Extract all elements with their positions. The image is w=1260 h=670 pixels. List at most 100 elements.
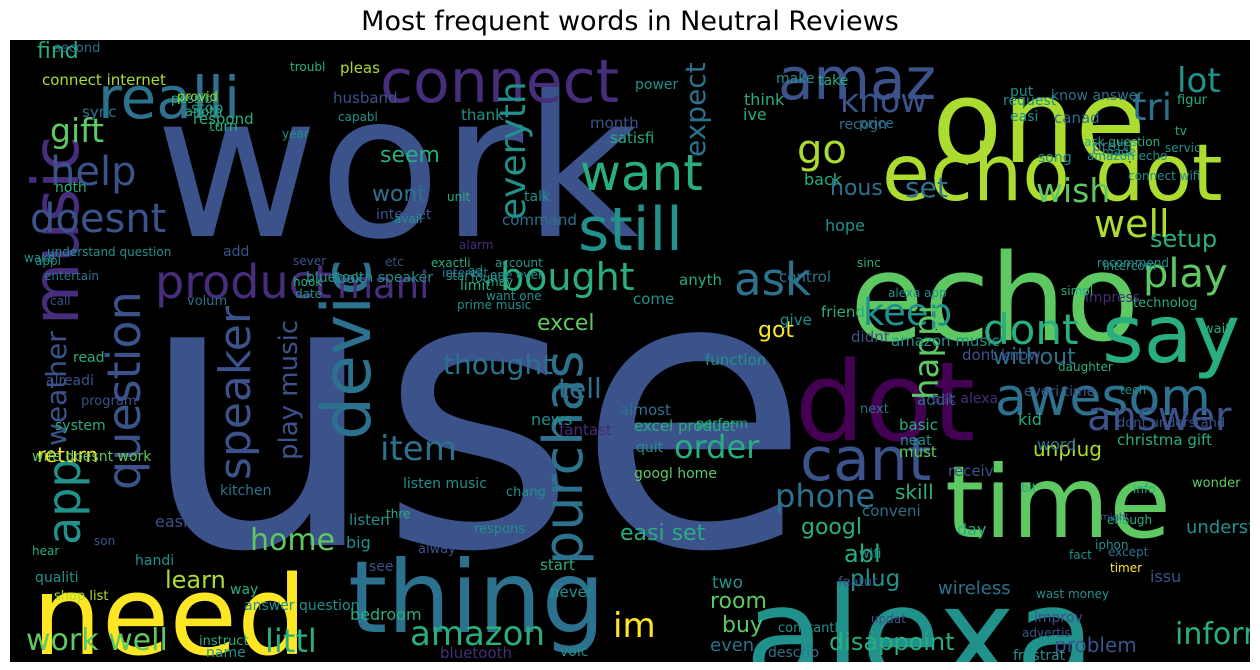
word-amazon-music: amazon music: [891, 332, 1000, 350]
word-wonder: wonder: [1192, 476, 1241, 491]
word-home: home: [250, 523, 335, 558]
word-day: day: [957, 520, 986, 539]
word-one-ever: one ever: [490, 268, 543, 282]
word-request: request: [1003, 93, 1057, 109]
word-wont: wont: [372, 182, 426, 207]
word-function: function: [705, 351, 766, 369]
word-abl: abl: [844, 540, 881, 568]
word-see: see: [369, 559, 394, 575]
word-month: month: [590, 114, 639, 132]
word-info: info: [1133, 482, 1156, 496]
word-next: next: [860, 402, 889, 417]
word-say: say: [1102, 288, 1240, 381]
word-quit: quit: [636, 440, 664, 456]
word-connect-wifi: connect wifi: [1128, 169, 1200, 183]
word-second: second: [54, 41, 100, 56]
word-excel: excel: [537, 311, 595, 336]
word-sinc: sinc: [857, 256, 881, 270]
word-timer: timer: [1110, 561, 1142, 575]
word-thing: thing: [348, 539, 605, 656]
word-kitchen: kitchen: [220, 483, 272, 499]
word-handi: handi: [135, 553, 174, 569]
word-frustrat: frustrat: [1013, 648, 1066, 662]
word-dont-know: dont know: [962, 346, 1041, 364]
word-start: start: [540, 556, 575, 574]
word-music: music: [20, 136, 94, 325]
word-ask-alexa: ask alexa: [932, 391, 998, 407]
word-possibl: possibl: [171, 92, 216, 107]
word-friend: friend: [821, 303, 865, 321]
word-power: power: [635, 77, 679, 93]
word-instruct: instruct: [199, 634, 249, 649]
word-perform: perform: [696, 417, 748, 432]
word-im: im: [613, 606, 656, 646]
word-system: system: [55, 418, 106, 434]
word-alreadi: alreadi: [46, 373, 94, 389]
word-speaker: speaker: [210, 305, 261, 480]
word-learn: learn: [165, 566, 226, 594]
word-ad: ad: [468, 264, 483, 278]
word-wait: wait: [1203, 322, 1230, 337]
word-devic: devic: [308, 258, 387, 440]
word-alexa: alexa: [745, 559, 1095, 662]
word-found: found: [471, 271, 505, 285]
word-look: look: [334, 271, 364, 287]
word-may: may: [487, 275, 513, 289]
word-everi-time: everi time: [1024, 384, 1095, 400]
word-googl: googl: [801, 515, 862, 540]
word-return: return: [37, 443, 98, 467]
word-command: command: [502, 211, 577, 229]
word-lot: lot: [1177, 61, 1221, 101]
word-advertis: advertis: [1022, 626, 1071, 640]
word-volum: volum: [187, 294, 227, 309]
word-awesom: awesom: [995, 368, 1211, 428]
word-alway: alway: [418, 542, 456, 557]
word-appl: appl: [35, 254, 61, 268]
word-dont-understand: dont understand: [1117, 416, 1225, 431]
word-problem: problem: [1054, 633, 1137, 657]
word-internet: internet: [376, 207, 432, 223]
word-respons: respons: [474, 522, 525, 537]
word-cloud-panel: use work one echo alexa thing need dot time echo …: [10, 40, 1250, 662]
word-know-answer: know answer: [1051, 88, 1143, 104]
word-wife-doesnt-work: wife doesnt work: [32, 449, 152, 465]
word-bluetooth-speaker: bluetooth speaker: [306, 270, 433, 286]
word-son: son: [94, 534, 115, 548]
word-provid: provid: [177, 90, 218, 105]
word-bit: bit: [1021, 481, 1037, 495]
word-want: want: [580, 144, 703, 202]
word-play: play: [1143, 251, 1228, 297]
word-alarm: alarm: [459, 238, 493, 252]
word-daughter: daughter: [1058, 360, 1113, 374]
word-answer-question: answer question: [244, 598, 360, 614]
word-listen-music: listen music: [403, 476, 487, 492]
word-room: room: [710, 589, 767, 614]
word-anyth: anyth: [679, 271, 722, 289]
word-program: program: [81, 394, 137, 409]
word-except: except: [1108, 545, 1149, 559]
word-control: control: [779, 268, 831, 286]
word-wast-money: wast money: [1036, 587, 1109, 601]
word-sync: sync: [82, 103, 116, 121]
word-take: take: [818, 73, 848, 89]
word-addit: addit: [917, 391, 955, 409]
word-easi-set: easi set: [620, 521, 706, 546]
word-describ: describ: [768, 645, 819, 661]
word-constantli: constantli: [778, 621, 842, 636]
word-want-one: want one: [486, 289, 542, 303]
word-simpl: simpl: [1061, 284, 1093, 298]
word-turn: turn: [209, 119, 238, 135]
word-updat: updat: [871, 612, 906, 626]
word-echo: echo: [850, 230, 1139, 369]
word-alexa-app: alexa app: [888, 286, 947, 300]
word-conveni: conveni: [862, 502, 921, 520]
word-skill: skill: [895, 480, 934, 504]
word-amaz: amaz: [778, 45, 936, 113]
word-satisfi: satisfi: [610, 129, 654, 147]
word-ask: ask: [734, 253, 811, 306]
word-order: order: [674, 428, 760, 466]
word-canad: canad: [1054, 109, 1100, 127]
word-voic: voic: [560, 644, 588, 660]
word-littl: littl: [265, 622, 317, 660]
